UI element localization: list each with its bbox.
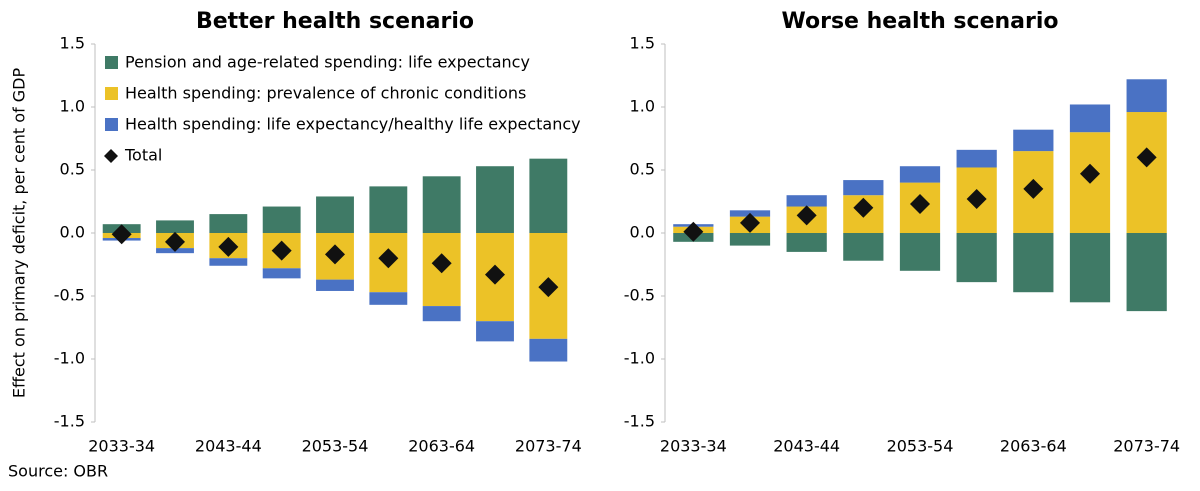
- x-tick-label: 2053-54: [887, 437, 954, 456]
- y-tick-label: 1.5: [630, 34, 655, 53]
- total-marker: [966, 188, 987, 209]
- x-tick-label: 2073-74: [515, 437, 582, 456]
- x-tick-label: 2033-34: [88, 437, 155, 456]
- x-tick-label: 2053-54: [302, 437, 369, 456]
- total-marker: [1080, 163, 1100, 184]
- legend-swatch: [105, 56, 118, 69]
- bar-segment: [262, 268, 301, 279]
- bar-segment: [1069, 104, 1111, 133]
- y-tick-label: 1.0: [60, 97, 85, 116]
- legend-label: Pension and age-related spending: life e…: [125, 53, 530, 72]
- bar-segment: [843, 233, 884, 261]
- y-tick-label: -1.0: [624, 349, 655, 368]
- bar-segment: [262, 206, 301, 233]
- bar-segment: [786, 195, 827, 207]
- bar-segment: [843, 180, 884, 196]
- total-marker: [218, 236, 239, 257]
- bar-segment: [476, 166, 514, 233]
- x-tick-label: 2033-34: [660, 437, 727, 456]
- bar-segment: [209, 214, 248, 233]
- bar-segment: [786, 233, 827, 252]
- total-marker: [538, 277, 559, 298]
- y-tick-label: -1.0: [54, 349, 85, 368]
- total-marker: [853, 197, 874, 218]
- total-marker: [325, 244, 345, 265]
- bar-segment: [316, 196, 354, 233]
- bar-segment: [422, 306, 461, 322]
- legend-label: Total: [124, 146, 162, 165]
- y-tick-label: -0.5: [624, 286, 655, 305]
- x-tick-label: 2063-64: [1000, 437, 1067, 456]
- chart-title: Better health scenario: [196, 9, 474, 34]
- bar-segment: [729, 233, 771, 246]
- bar-segment: [529, 338, 568, 362]
- bar-segment: [1126, 233, 1167, 312]
- total-marker: [271, 240, 292, 261]
- total-marker: [1023, 178, 1044, 199]
- y-tick-label: -1.5: [624, 412, 655, 431]
- bar-segment: [956, 233, 997, 283]
- x-tick-label: 2073-74: [1113, 437, 1180, 456]
- legend-swatch: [105, 87, 118, 100]
- bar-segment: [1013, 233, 1054, 293]
- legend-swatch: [104, 149, 118, 163]
- bar-segment: [529, 158, 568, 233]
- total-marker: [485, 264, 505, 285]
- bar-segment: [209, 258, 248, 266]
- bar-segment: [956, 149, 997, 168]
- total-marker: [796, 205, 817, 226]
- chart-title: Worse health scenario: [782, 9, 1059, 34]
- total-marker: [111, 224, 132, 245]
- bar-segment: [369, 292, 408, 305]
- total-marker: [910, 194, 930, 215]
- legend-swatch: [105, 118, 118, 131]
- total-marker: [165, 231, 185, 252]
- source: Source: OBR: [8, 462, 108, 481]
- total-marker: [683, 221, 704, 242]
- y-tick-label: 0.5: [60, 160, 85, 179]
- y-axis-label: Effect on primary deficit, per cent of G…: [10, 68, 29, 399]
- total-marker: [740, 212, 760, 233]
- legend-label: Health spending: life expectancy/healthy…: [125, 115, 581, 134]
- y-tick-label: 0.0: [630, 223, 655, 242]
- bar-segment: [476, 321, 514, 342]
- bar-segment: [156, 220, 194, 233]
- y-tick-label: 1.5: [60, 34, 85, 53]
- x-tick-label: 2043-44: [773, 437, 840, 456]
- legend-label: Health spending: prevalence of chronic c…: [125, 84, 526, 103]
- y-tick-label: 1.0: [630, 97, 655, 116]
- total-marker: [1136, 147, 1157, 168]
- bar-segment: [1126, 79, 1167, 113]
- bar-segment: [316, 279, 354, 291]
- y-tick-label: 0.5: [630, 160, 655, 179]
- bar-segment: [369, 186, 408, 233]
- bar-segment: [1013, 129, 1054, 152]
- total-marker: [378, 248, 399, 269]
- y-tick-label: -1.5: [54, 412, 85, 431]
- bar-segment: [1126, 112, 1167, 233]
- bar-segment: [899, 166, 941, 183]
- bar-segment: [422, 176, 461, 233]
- bar-segment: [1069, 233, 1111, 303]
- total-marker: [431, 253, 452, 274]
- x-tick-label: 2043-44: [195, 437, 262, 456]
- x-tick-label: 2063-64: [408, 437, 475, 456]
- y-tick-label: 0.0: [60, 223, 85, 242]
- y-tick-label: -0.5: [54, 286, 85, 305]
- bar-segment: [899, 233, 941, 271]
